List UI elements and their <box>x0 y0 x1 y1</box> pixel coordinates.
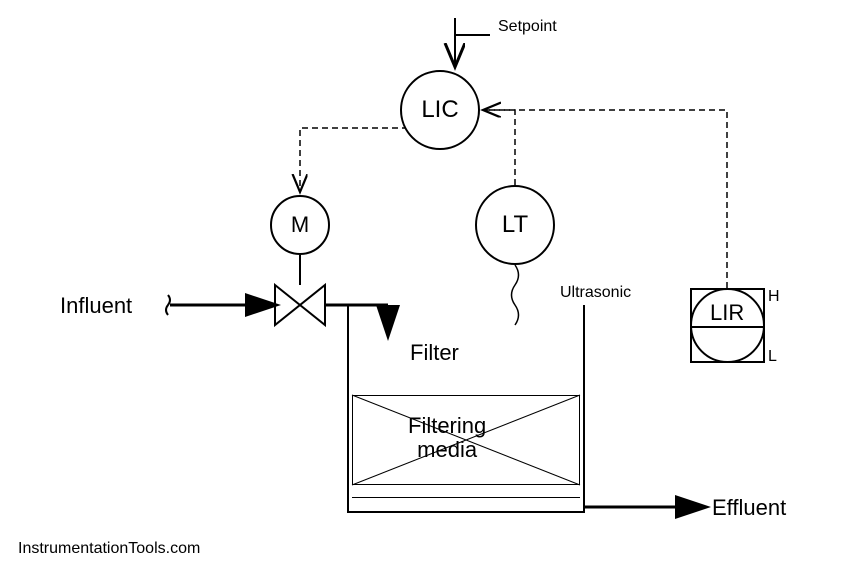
ultrasonic-label: Ultrasonic <box>560 284 631 302</box>
lir-low: L <box>768 348 777 366</box>
lir-instrument: LIR <box>690 288 765 363</box>
setpoint-label: Setpoint <box>498 18 557 36</box>
lt-instrument: LT <box>475 185 555 265</box>
pid-diagram: Setpoint LIC M LT Ultrasonic LIR H L Inf… <box>0 0 866 576</box>
lt-label: LT <box>502 211 528 239</box>
lir-high: H <box>768 288 780 306</box>
effluent-label: Effluent <box>712 495 786 521</box>
watermark: InstrumentationTools.com <box>18 540 200 558</box>
m-instrument: M <box>270 195 330 255</box>
lir-label: LIR <box>710 300 744 326</box>
lic-label: LIC <box>421 96 458 124</box>
effluent-bar <box>352 497 580 511</box>
influent-label: Influent <box>60 293 132 319</box>
lic-instrument: LIC <box>400 70 480 150</box>
filter-label: Filter <box>410 340 459 366</box>
filtering-media-label: Filtering media <box>408 414 486 462</box>
m-label: M <box>291 212 309 238</box>
